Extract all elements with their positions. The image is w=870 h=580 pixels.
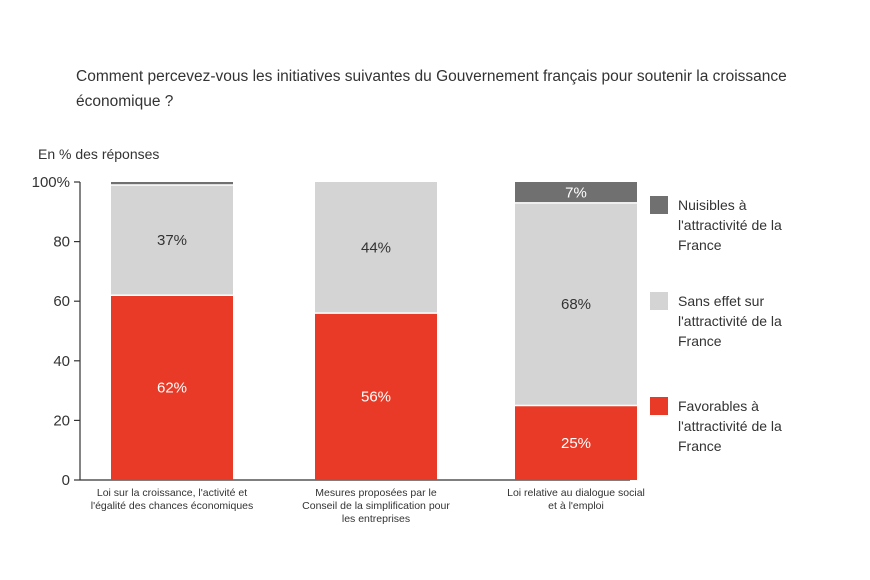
data-label: 7%: [565, 184, 587, 201]
unit-label: En % des réponses: [38, 146, 160, 162]
x-category-label: Conseil de la simplification pour: [302, 500, 450, 512]
data-label: 44%: [361, 240, 391, 257]
bar-segment-favorables: [111, 295, 233, 480]
bar-segment-sans-effet: [111, 184, 233, 296]
x-category-label: Loi sur la croissance, l'activité et: [97, 487, 247, 499]
y-tick-label: 80: [53, 234, 70, 251]
x-category-label: et à l'emploi: [548, 500, 604, 512]
data-label: 25%: [561, 435, 591, 452]
bar-segment-favorables: [515, 405, 637, 480]
y-tick-label: 100%: [32, 174, 70, 191]
bar-segment-sans-effet: [515, 202, 637, 406]
chart-question-title: Comment percevez-vous les initiatives su…: [76, 68, 787, 110]
data-label: 62%: [157, 380, 187, 397]
legend-label-sans-effet: Sans effet sur l'attractivité de la Fran…: [678, 293, 782, 349]
legend-swatch-sans-effet: [650, 292, 668, 310]
y-tick-label: 20: [53, 412, 70, 429]
x-category-label: Loi relative au dialogue social: [507, 487, 645, 499]
legend-swatch-favorables: [650, 397, 668, 415]
x-category-label: l'égalité des chances économiques: [91, 500, 254, 512]
bar-segment-sans-effet: [315, 182, 437, 314]
y-tick-label: 40: [53, 353, 70, 370]
legend-label-favorables: Favorables à l'attractivité de la France: [678, 398, 782, 454]
legend-label-nuisibles: Nuisibles à l'attractivité de la France: [678, 197, 782, 253]
x-category-label: Mesures proposées par le: [315, 487, 437, 499]
y-tick-label: 60: [53, 293, 70, 310]
bar-segment-favorables: [315, 313, 437, 480]
bar-segment-nuisibles: [111, 182, 233, 185]
y-tick-label: 0: [62, 472, 70, 489]
x-category-label: les entreprises: [342, 513, 410, 525]
data-label: 68%: [561, 296, 591, 313]
data-label: 37%: [157, 232, 187, 249]
legend-swatch-nuisibles: [650, 196, 668, 214]
data-label: 56%: [361, 389, 391, 406]
bar-segment-nuisibles: [515, 182, 637, 203]
